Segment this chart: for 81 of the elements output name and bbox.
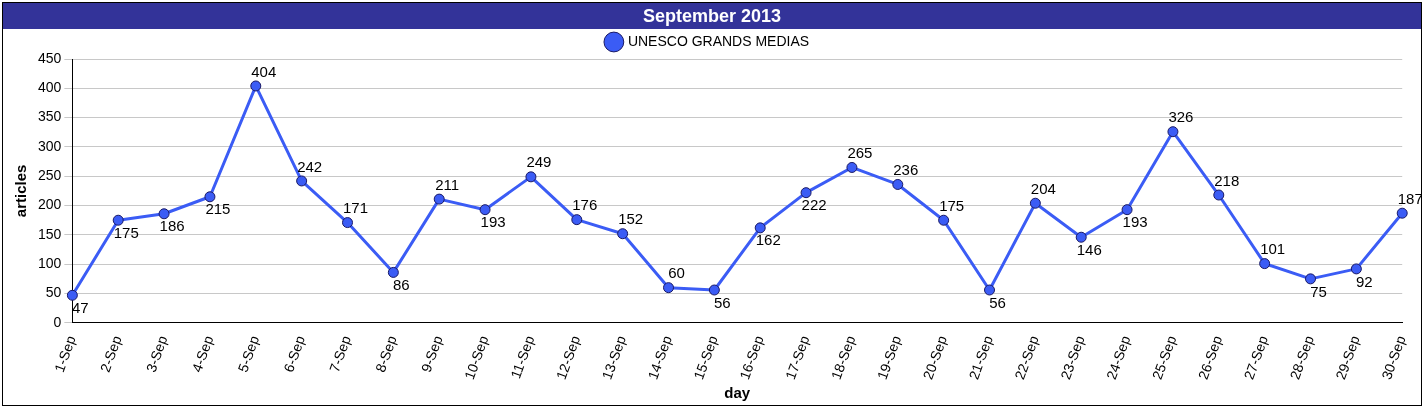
y-tick-label: 0 [53,313,62,330]
point [158,208,170,220]
point [617,228,629,240]
data-label: 222 [801,196,827,214]
data-label: 215 [205,200,231,218]
data-label: 152 [618,210,644,228]
y-tick-label: 150 [38,225,62,242]
data-label: 242 [297,157,323,175]
point [1213,189,1225,201]
point [892,178,904,190]
point [479,204,491,216]
point [387,266,399,278]
point [1075,231,1087,243]
data-label: 186 [159,217,185,235]
data-label: 60 [668,264,685,282]
y-tick-label: 450 [38,49,62,66]
point [754,222,766,234]
data-label: 75 [1310,282,1327,300]
data-label: 204 [1030,179,1056,197]
legend-label: UNESCO GRANDS MEDIAS [627,32,810,49]
data-label: 162 [755,231,781,249]
data-label: 326 [1168,108,1194,126]
data-label: 56 [714,293,731,311]
y-tick-label: 300 [38,137,62,154]
x-tick-label: 8-Sep [371,333,400,375]
point [708,284,720,296]
point [525,171,537,183]
point [433,193,445,205]
point [342,217,353,229]
data-label: 193 [480,213,506,231]
x-tick-label: 4-Sep [188,333,217,375]
point [112,214,124,226]
point [1167,126,1179,138]
point [800,187,812,199]
data-label: 404 [251,62,277,80]
data-label: 101 [1260,240,1286,258]
data-label: 236 [893,161,919,179]
data-label: 218 [1214,171,1240,189]
x-axis-title: day [724,384,751,402]
y-axis-title: articles [12,164,30,218]
point [846,161,858,173]
point [1305,273,1316,285]
data-label: 56 [989,293,1006,311]
data-label: 193 [1122,213,1148,231]
data-label: 171 [342,199,369,217]
point [1121,204,1133,216]
point [984,284,995,296]
x-tick-label: 7-Sep [326,333,355,375]
y-tick-label: 200 [38,196,62,213]
point [1396,207,1408,219]
point [1029,197,1041,209]
data-label: 47 [72,298,89,316]
data-label: 176 [572,196,598,214]
chart-title: September 2013 [3,3,1421,29]
x-tick-label: 2-Sep [96,333,125,375]
point [204,191,216,203]
data-label: 265 [847,144,873,162]
x-tick-label: 3-Sep [142,333,171,375]
y-tick-label: 100 [38,255,62,272]
point [296,175,308,187]
x-tick-label: 6-Sep [280,333,309,375]
point [1259,258,1271,270]
data-label: 249 [526,153,552,171]
data-label: 146 [1076,240,1102,258]
data-label: 92 [1356,272,1373,290]
data-label: 175 [939,196,965,214]
data-label: 86 [393,276,410,294]
data-label: 175 [113,223,139,241]
point [250,80,262,92]
y-tick-label: 50 [45,284,62,301]
x-tick-label: 5-Sep [234,333,263,375]
point [571,214,583,226]
y-tick-label: 400 [38,79,62,96]
point [663,282,674,294]
point [1350,263,1362,275]
y-tick-label: 250 [38,167,62,184]
x-tick-label: 9-Sep [417,333,446,375]
data-label: 211 [435,175,460,193]
point [938,214,950,226]
y-tick-label: 350 [38,108,62,125]
x-tick-label: 1-Sep [50,333,79,375]
